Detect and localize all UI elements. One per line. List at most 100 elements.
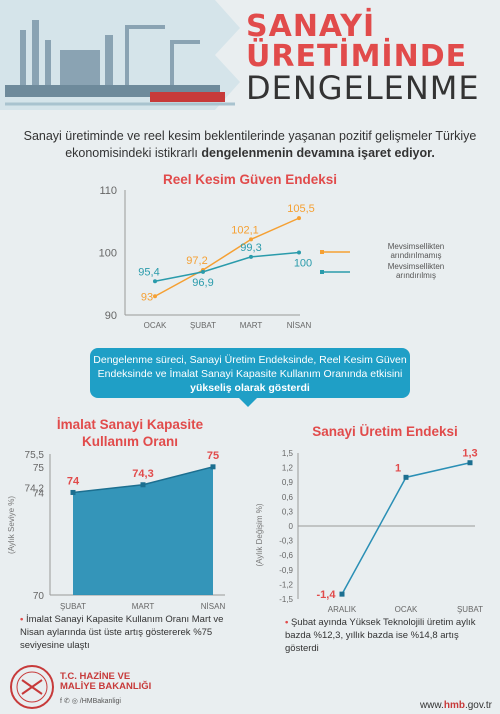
chart1-point xyxy=(153,294,157,299)
chart1-point xyxy=(297,216,301,221)
chart1-title: Reel Kesim Güven Endeksi xyxy=(162,172,338,187)
ministry-name-line1: T.C. HAZİNE VE xyxy=(60,671,131,682)
chart3-y-tick: -1,5 xyxy=(279,595,293,604)
site-bold: hmb xyxy=(443,700,465,711)
chart1-x-tick: MART xyxy=(240,321,263,330)
social-handle[interactable]: f ✆ ◎ /HMBakanligi xyxy=(60,698,121,705)
chart2-point xyxy=(70,489,76,495)
chart2-x-tick: ŞUBAT xyxy=(60,602,86,611)
chart2-data-label: 74 xyxy=(67,475,80,487)
chart2-y-tick: 70 xyxy=(33,591,45,602)
chart3-x-tick: OCAK xyxy=(395,605,418,614)
chart1-data-label: 99,3 xyxy=(240,242,261,254)
chart2-x-tick: MART xyxy=(132,602,155,611)
title-line-2: ÜRETİMİNDE xyxy=(246,39,468,74)
chart1-point xyxy=(249,254,253,259)
hero-banner: SANAYİ ÜRETİMİNDE DENGELENME xyxy=(0,0,500,118)
chart1-point xyxy=(201,269,205,274)
production-note: • Şubat ayında Yüksek Teknolojili üretim… xyxy=(285,616,485,655)
chart1-legend-label: arındırılmış xyxy=(396,271,436,280)
chart1-point xyxy=(297,250,301,255)
chart3-y-tick: -0,9 xyxy=(279,566,293,575)
chart3-y-tick: 0 xyxy=(289,522,294,531)
chart3-data-label: -1,4 xyxy=(317,589,337,601)
chart2-data-label: 74,3 xyxy=(132,468,153,480)
chart2-area xyxy=(73,466,213,595)
chart1-y-tick: 110 xyxy=(99,185,117,197)
banner-text: Dengelenme süreci, Sanayi Üretim Endeksi… xyxy=(93,354,407,380)
chart1-data-label: 102,1 xyxy=(231,224,259,236)
chart1-legend-label: arındırılmamış xyxy=(390,251,441,260)
chart3-point xyxy=(467,460,473,466)
chart3-y-tick: -0,3 xyxy=(279,537,293,546)
chart2-y-label: (Aylık Seviye %) xyxy=(7,496,16,554)
bullet-icon: • xyxy=(285,617,289,628)
production-note-text: Şubat ayında Yüksek Teknolojili üretim a… xyxy=(285,617,476,654)
site-suffix: .gov.tr xyxy=(464,700,492,711)
chart3-point xyxy=(339,591,345,597)
chart1-legend-label: Mevsimsellikten xyxy=(388,242,444,251)
chart3-data-label: 1 xyxy=(395,462,401,474)
chart1-x-tick: ŞUBAT xyxy=(190,321,216,330)
chart3-y-tick: 0,3 xyxy=(282,507,294,516)
ministry-name-line2: MALİYE BAKANLIĞI xyxy=(60,681,152,692)
reel-kesim-chart: 90 100 110 OCAK ŞUBAT MART NİSAN 93 97,2 102,1 105… xyxy=(99,185,445,330)
chart1-legend-marker xyxy=(320,250,324,254)
chart1-x-tick: OCAK xyxy=(144,321,167,330)
chart1-point xyxy=(153,279,157,284)
chart1-series-line xyxy=(154,217,300,297)
production-chart: -1,5 -1,2 -0,9 -0,6 -0,3 0 0,3 0,6 0,9 1,2 1,5 (Ayl… xyxy=(255,448,483,614)
chart2-point xyxy=(140,482,146,488)
chart1-data-label: 100 xyxy=(294,258,312,270)
title-line-1: SANAYİ xyxy=(246,9,376,44)
ministry-name: T.C. HAZİNE VE MALİYE BAKANLIĞI xyxy=(60,672,151,692)
capacity-note: • İmalat Sanayi Kapasite Kullanım Oranı … xyxy=(20,613,245,652)
info-banner: Dengelenme süreci, Sanayi Üretim Endeksi… xyxy=(90,348,410,407)
chart1-legend-label: Mevsimsellikten xyxy=(388,262,444,271)
chart1-series-line xyxy=(154,251,300,282)
intro-text: Sanayi üretiminde ve reel kesim beklenti… xyxy=(20,128,480,162)
chart1-data-label: 93 xyxy=(141,291,153,303)
ministry-logo-icon xyxy=(10,665,54,709)
chart1-point xyxy=(249,237,253,242)
chart1-data-label: 97,2 xyxy=(186,255,207,267)
title-line-3: DENGELENME xyxy=(246,69,480,107)
capacity-note-text: İmalat Sanayi Kapasite Kullanım Oranı Ma… xyxy=(20,614,224,651)
chart2-x-tick: NİSAN xyxy=(201,602,226,611)
chart2-y-tick: 74 xyxy=(33,488,45,499)
chart3-y-label: (Aylık Değişim %) xyxy=(255,503,264,566)
bullet-icon: • xyxy=(20,614,24,625)
intro-bold: dengelenmenin devamına işaret ediyor. xyxy=(201,146,435,160)
chart3-y-tick: 0,6 xyxy=(282,493,294,502)
chart2-point xyxy=(210,464,216,470)
chart3-x-tick: ARALIK xyxy=(328,605,357,614)
chart1-x-tick: NİSAN xyxy=(287,321,312,330)
website-link[interactable]: www.hmb.gov.tr xyxy=(420,700,492,711)
chart1-y-tick: 100 xyxy=(99,248,117,260)
hero-title: SANAYİ ÜRETİMİNDE DENGELENME xyxy=(246,9,480,107)
chart1-legend-marker xyxy=(320,270,324,274)
chart2-y-tick: 74,2 xyxy=(25,483,45,494)
chart2-y-tick: 75 xyxy=(33,463,45,474)
chart3-data-label: 1,3 xyxy=(462,448,477,460)
chart3-y-tick: -0,6 xyxy=(279,551,293,560)
intro-part1: Sanayi üretiminde ve reel kesim beklenti… xyxy=(23,129,477,160)
industry-illustration xyxy=(0,0,240,110)
chart3-point xyxy=(403,474,409,480)
chart3-x-tick: ŞUBAT xyxy=(457,605,483,614)
chart2-title: İmalat Sanayi Kapasite Kullanım Oranı xyxy=(56,417,204,449)
chart3-y-tick: 0,9 xyxy=(282,478,294,487)
chart3-y-tick: 1,2 xyxy=(282,464,294,473)
chart1-data-label: 105,5 xyxy=(287,203,315,215)
chart1-data-label: 95,4 xyxy=(138,266,159,278)
site-prefix: www. xyxy=(419,700,444,711)
chart1-y-tick: 90 xyxy=(105,310,117,322)
chart1-data-label: 96,9 xyxy=(192,277,213,289)
chart3-y-tick: 1,5 xyxy=(282,449,294,458)
chart2-y-tick: 75,5 xyxy=(25,450,45,461)
chart2-data-label: 75 xyxy=(207,450,219,462)
chart3-line xyxy=(341,462,471,595)
chart3-title: Sanayi Üretim Endeksi xyxy=(312,424,458,439)
banner-bold: yükseliş olarak gösterdi xyxy=(190,382,310,394)
